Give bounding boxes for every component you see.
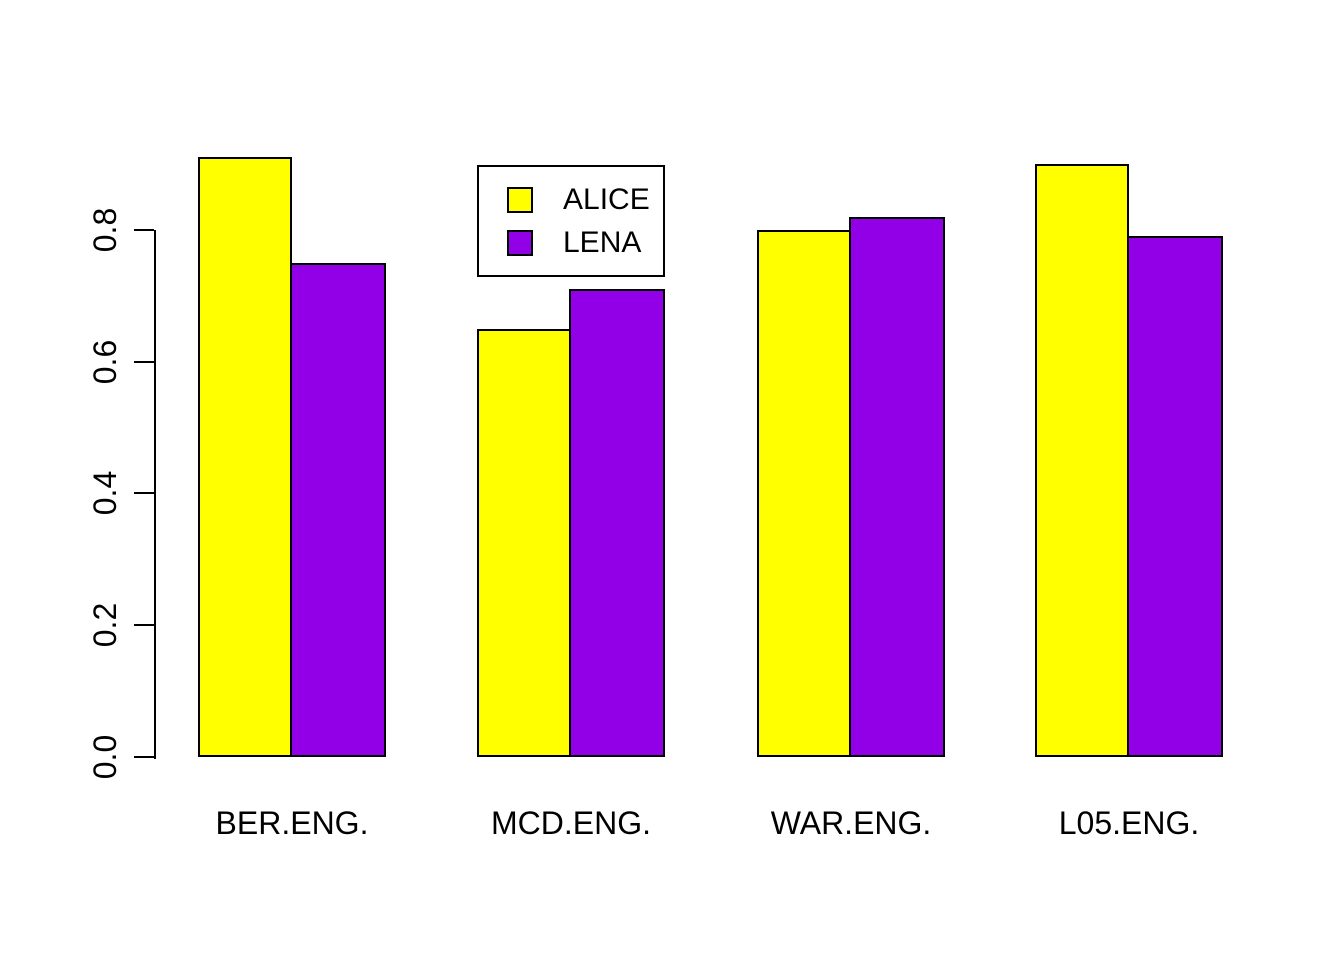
bar-lena-bereng <box>290 263 386 757</box>
y-tick <box>134 361 154 363</box>
y-tick-label: 0.2 <box>87 602 123 648</box>
legend-row-lena: LENA <box>507 225 663 259</box>
legend-label-lena: LENA <box>563 225 642 259</box>
y-tick <box>134 229 154 231</box>
bar-alice-wareng <box>757 230 851 757</box>
bar-alice-mcdeng <box>477 329 571 757</box>
y-tick-label: 0.0 <box>87 734 123 780</box>
x-category-label: WAR.ENG. <box>770 805 932 841</box>
x-category-label: L05.ENG. <box>1058 805 1200 841</box>
y-tick-label: 0.6 <box>87 339 123 385</box>
legend-row-alice: ALICE <box>507 182 663 216</box>
legend-label-alice: ALICE <box>563 182 650 216</box>
bar-lena-wareng <box>849 217 945 757</box>
y-tick <box>134 756 154 758</box>
y-tick <box>134 492 154 494</box>
x-category-label: MCD.ENG. <box>491 805 651 841</box>
y-tick-label: 0.8 <box>87 207 123 253</box>
bar-lena-l05eng <box>1127 236 1223 757</box>
legend-swatch-alice-icon <box>507 186 533 213</box>
legend-swatch-lena-icon <box>507 229 533 256</box>
bar-lena-mcdeng <box>569 289 665 757</box>
y-tick <box>134 624 154 626</box>
bar-alice-bereng <box>198 157 292 757</box>
y-tick-label: 0.4 <box>87 470 123 516</box>
legend: ALICE LENA <box>477 165 665 277</box>
bar-alice-l05eng <box>1035 164 1129 757</box>
y-axis-line <box>154 230 156 759</box>
x-category-label: BER.ENG. <box>215 805 369 841</box>
